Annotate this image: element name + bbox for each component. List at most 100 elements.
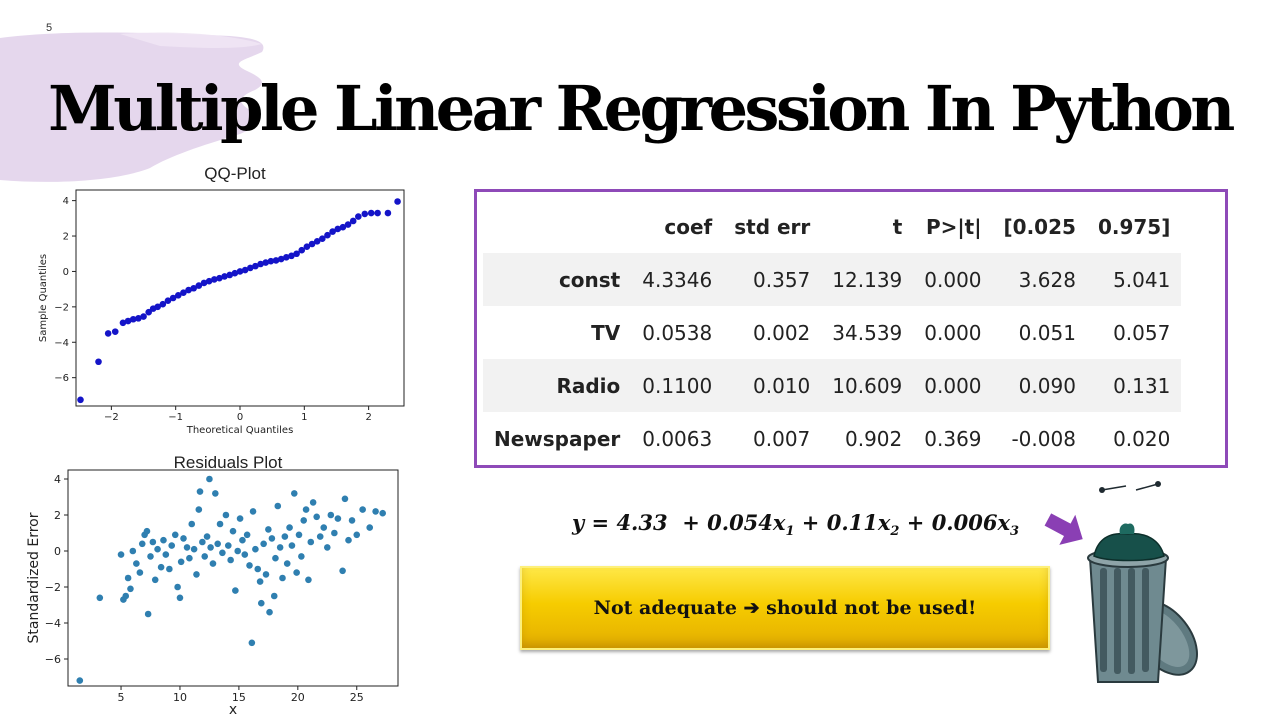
table-row: TV 0.0538 0.002 34.539 0.000 0.051 0.057: [483, 306, 1181, 359]
data-point: [119, 319, 127, 327]
data-point: [339, 567, 346, 575]
table-cell: 0.000: [924, 320, 982, 345]
y-tick-label: 2: [63, 232, 69, 243]
data-point: [313, 513, 320, 521]
equation-equals: =: [591, 510, 610, 535]
table-header-row: coef std err t P>|t| [0.025 0.975]: [483, 200, 1181, 253]
data-point: [308, 240, 316, 248]
data-point: [180, 289, 187, 296]
data-point: [135, 315, 142, 322]
data-point: [124, 317, 132, 325]
table-cell: 0.057: [1113, 320, 1171, 345]
data-point: [288, 252, 295, 260]
data-point: [267, 257, 275, 265]
data-point: [344, 221, 352, 228]
data-point: [209, 560, 217, 567]
table-cell: 0.0063: [642, 426, 713, 451]
data-point: [349, 217, 357, 225]
table-cell: 12.139: [832, 267, 903, 292]
equation-operator: +: [906, 510, 925, 535]
data-point: [379, 509, 386, 517]
y-tick-label: 0: [54, 545, 61, 558]
data-point: [183, 544, 191, 551]
table-row: Radio 0.1100 0.010 10.609 0.000 0.090 0.…: [483, 359, 1182, 412]
table-cell: 0.010: [753, 373, 811, 398]
table-cell: 0.902: [845, 426, 903, 451]
data-point: [224, 542, 232, 549]
purple-brush-decoration: [0, 32, 264, 182]
equation-lhs: y: [572, 510, 585, 535]
y-tick-label: 0: [63, 267, 69, 278]
data-point: [232, 587, 239, 594]
data-point: [199, 538, 206, 546]
data-point: [374, 209, 381, 217]
y-tick-label: −4: [45, 617, 61, 630]
data-point: [226, 271, 234, 279]
header-cell: coef: [664, 214, 713, 239]
data-point: [129, 315, 137, 323]
data-point: [111, 328, 119, 335]
data-point: [195, 506, 203, 513]
table-cell: -0.008: [1011, 426, 1076, 451]
data-point: [359, 506, 366, 513]
data-point: [339, 223, 347, 231]
regression-equation: y = 4.33 + 0.054x1 + 0.11x2 + 0.006x3: [572, 510, 1019, 539]
data-point: [309, 499, 317, 506]
data-point: [252, 262, 259, 270]
data-point: [257, 260, 264, 268]
data-point: [361, 210, 369, 218]
data-point: [76, 677, 84, 684]
data-point: [249, 508, 257, 515]
x-tick-label: 20: [291, 691, 305, 704]
data-point: [129, 547, 137, 555]
equation-coefficient: 0.11: [826, 510, 878, 535]
data-point: [268, 535, 276, 542]
header-cell: std err: [734, 214, 811, 239]
data-point: [95, 358, 102, 366]
data-point: [341, 495, 349, 503]
x-tick-label: 25: [350, 691, 364, 704]
data-point: [216, 520, 224, 528]
data-point: [290, 490, 298, 497]
table-cell: 0.1100: [642, 373, 713, 398]
data-point: [144, 610, 152, 618]
data-point: [231, 269, 239, 277]
data-point: [367, 209, 375, 217]
header-cell: [0.025: [1003, 214, 1076, 239]
equation-subscript: 2: [890, 524, 900, 540]
data-point: [122, 592, 130, 600]
data-point: [307, 538, 315, 546]
data-point: [154, 303, 161, 311]
x-tick-label: 5: [118, 691, 125, 704]
data-point: [96, 594, 104, 602]
data-point: [205, 277, 213, 285]
data-point: [329, 228, 336, 235]
data-point: [252, 545, 259, 553]
equation-subscript: 1: [785, 524, 795, 540]
data-point: [136, 569, 144, 576]
data-point: [298, 553, 305, 560]
data-point: [272, 257, 280, 264]
banner-text-end: should not be used!: [759, 597, 977, 619]
table-cell: 34.539: [832, 320, 903, 345]
y-tick-label: 4: [63, 196, 69, 207]
data-point: [334, 225, 342, 233]
table-cell: 10.609: [832, 373, 903, 398]
table-cell: 0.002: [753, 320, 811, 345]
data-point: [196, 488, 204, 495]
data-point: [239, 536, 246, 544]
row-label: const: [558, 267, 621, 292]
data-point: [133, 560, 140, 567]
equation-variable: x: [997, 510, 1010, 535]
data-point: [372, 508, 379, 515]
data-point: [221, 273, 228, 280]
data-point: [286, 524, 293, 531]
y-axis-label: Standardized Error: [26, 512, 42, 643]
warning-banner: Not adequate ➔ should not be used!: [520, 566, 1050, 650]
data-point: [324, 231, 331, 239]
data-point: [149, 538, 157, 546]
table-cell: 0.0538: [642, 320, 713, 345]
data-point: [262, 571, 270, 578]
data-point: [117, 551, 125, 558]
data-point: [265, 526, 272, 533]
